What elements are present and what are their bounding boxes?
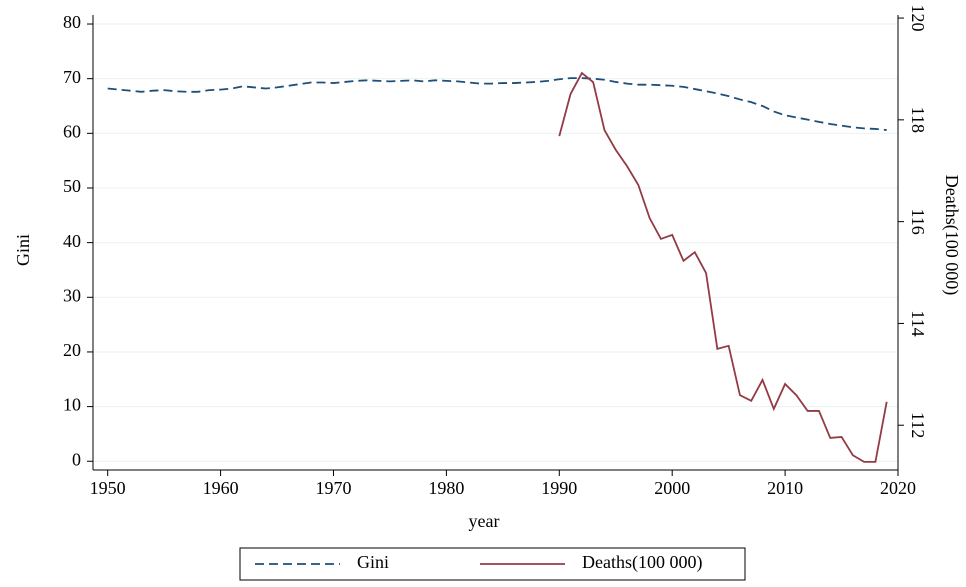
y-tick-label: 20 xyxy=(63,340,81,360)
legend-box xyxy=(239,547,746,581)
y-tick-label: 40 xyxy=(63,231,81,251)
x-tick-label: 1970 xyxy=(315,478,351,498)
x-axis-title: year xyxy=(469,511,500,531)
y-tick-label: 70 xyxy=(63,67,81,87)
y2-tick-label: 118 xyxy=(908,107,928,133)
x-tick-label: 1990 xyxy=(541,478,577,498)
legend-label: Gini xyxy=(357,552,389,572)
series-line xyxy=(107,77,887,131)
x-tick-label: 1980 xyxy=(428,478,464,498)
y-tick-label: 30 xyxy=(63,285,81,305)
y-tick-label: 0 xyxy=(72,449,81,469)
legend-label: Deaths(100 000) xyxy=(582,552,702,573)
y-tick-label: 50 xyxy=(63,176,81,196)
y2-tick-label: 112 xyxy=(908,412,928,438)
x-tick-label: 2010 xyxy=(767,478,803,498)
x-tick-label: 1950 xyxy=(90,478,126,498)
series-line xyxy=(558,71,888,463)
y2-tick-label: 114 xyxy=(908,310,928,336)
y-tick-label: 10 xyxy=(63,395,81,415)
y-tick-label: 60 xyxy=(63,121,81,141)
y-tick-label: 80 xyxy=(63,12,81,32)
y2-tick-label: 120 xyxy=(908,5,928,32)
y-axis-title: Gini xyxy=(13,234,33,266)
x-tick-label: 2000 xyxy=(654,478,690,498)
y2-axis-title: Deaths(100 000) xyxy=(941,175,962,295)
x-tick-label: 2020 xyxy=(880,478,916,498)
x-tick-label: 1960 xyxy=(203,478,239,498)
y2-tick-label: 116 xyxy=(908,208,928,234)
